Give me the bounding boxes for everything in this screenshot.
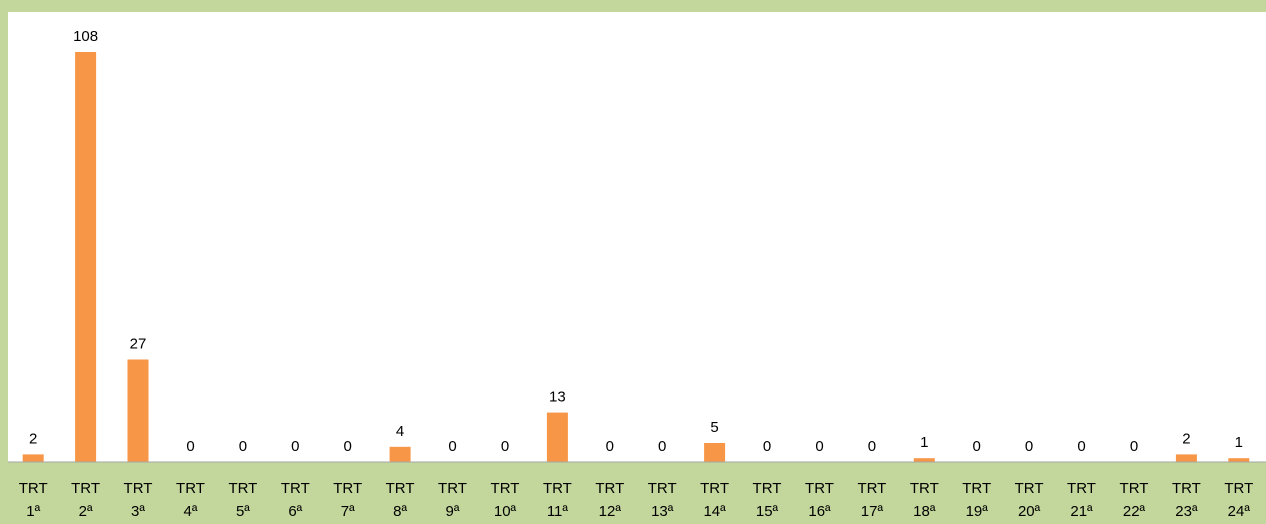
category-label-15-line1: TRT — [753, 480, 782, 497]
category-label-12-line1: TRT — [595, 480, 624, 497]
category-label-5-line2: 5ª — [236, 503, 250, 520]
data-label-3: 27 — [130, 336, 147, 353]
data-label-17: 0 — [868, 438, 876, 455]
data-label-10: 0 — [501, 438, 509, 455]
category-label-16-line2: 16ª — [808, 503, 831, 520]
bar-8 — [389, 446, 411, 462]
category-label-21-line1: TRT — [1067, 480, 1096, 497]
data-label-16: 0 — [815, 438, 823, 455]
data-label-21: 0 — [1077, 438, 1085, 455]
category-label-23-line1: TRT — [1172, 480, 1201, 497]
category-label-15-line2: 15ª — [756, 503, 779, 520]
bar-2 — [75, 52, 97, 462]
category-label-11-line2: 11ª — [547, 503, 569, 520]
data-label-8: 4 — [396, 423, 404, 440]
category-label-2-line2: 2ª — [79, 503, 93, 520]
data-label-7: 0 — [344, 438, 352, 455]
category-label-4-line2: 4ª — [184, 503, 198, 520]
category-label-9-line2: 9ª — [446, 503, 460, 520]
category-label-24-line2: 24ª — [1228, 503, 1251, 520]
category-label-11-line1: TRT — [543, 480, 572, 497]
category-label-10-line1: TRT — [491, 480, 520, 497]
category-label-1-line1: TRT — [19, 480, 48, 497]
category-label-22-line1: TRT — [1120, 480, 1149, 497]
category-label-7-line2: 7ª — [341, 503, 355, 520]
category-label-18-line1: TRT — [910, 480, 939, 497]
bar-24 — [1228, 458, 1250, 462]
category-label-8-line2: 8ª — [393, 503, 407, 520]
category-label-14-line2: 14ª — [703, 503, 726, 520]
bar-11 — [546, 412, 568, 462]
data-label-11: 13 — [549, 389, 566, 406]
data-label-18: 1 — [920, 434, 928, 451]
bar-18 — [913, 458, 935, 462]
plot-area — [8, 12, 1266, 462]
data-label-19: 0 — [973, 438, 981, 455]
data-label-14: 5 — [710, 419, 718, 436]
data-label-24: 1 — [1235, 434, 1243, 451]
category-label-16-line1: TRT — [805, 480, 834, 497]
data-label-22: 0 — [1130, 438, 1138, 455]
category-label-17-line1: TRT — [857, 480, 886, 497]
category-label-9-line1: TRT — [438, 480, 467, 497]
data-label-5: 0 — [239, 438, 247, 455]
bar-23 — [1175, 454, 1197, 462]
category-label-5-line1: TRT — [228, 480, 257, 497]
category-label-23-line2: 23ª — [1175, 503, 1198, 520]
category-label-17-line2: 17ª — [861, 503, 884, 520]
category-label-3-line2: 3ª — [131, 503, 145, 520]
bar-3 — [127, 359, 149, 462]
category-label-1-line2: 1ª — [26, 503, 40, 520]
category-label-13-line2: 13ª — [651, 503, 674, 520]
category-label-12-line2: 12ª — [599, 503, 622, 520]
data-label-2: 108 — [73, 28, 98, 45]
category-label-2-line1: TRT — [71, 480, 100, 497]
category-label-8-line1: TRT — [386, 480, 415, 497]
data-label-9: 0 — [448, 438, 456, 455]
category-label-22-line2: 22ª — [1123, 503, 1146, 520]
data-label-4: 0 — [186, 438, 194, 455]
data-label-12: 0 — [606, 438, 614, 455]
category-label-13-line1: TRT — [648, 480, 677, 497]
category-label-10-line2: 10ª — [494, 503, 517, 520]
data-label-13: 0 — [658, 438, 666, 455]
category-label-20-line1: TRT — [1015, 480, 1044, 497]
data-label-6: 0 — [291, 438, 299, 455]
category-label-20-line2: 20ª — [1018, 503, 1041, 520]
category-label-19-line1: TRT — [962, 480, 991, 497]
category-label-14-line1: TRT — [700, 480, 729, 497]
category-label-18-line2: 18ª — [913, 503, 936, 520]
category-label-3-line1: TRT — [124, 480, 153, 497]
category-label-24-line1: TRT — [1224, 480, 1253, 497]
bar-1 — [22, 454, 44, 462]
category-label-4-line1: TRT — [176, 480, 205, 497]
data-label-23: 2 — [1182, 430, 1190, 447]
category-label-21-line2: 21ª — [1070, 503, 1093, 520]
category-label-7-line1: TRT — [333, 480, 362, 497]
data-label-1: 2 — [29, 430, 37, 447]
category-label-19-line2: 19ª — [966, 503, 989, 520]
bar-14 — [704, 443, 726, 462]
data-label-20: 0 — [1025, 438, 1033, 455]
category-label-6-line1: TRT — [281, 480, 310, 497]
data-label-15: 0 — [763, 438, 771, 455]
category-label-6-line2: 6ª — [288, 503, 302, 520]
